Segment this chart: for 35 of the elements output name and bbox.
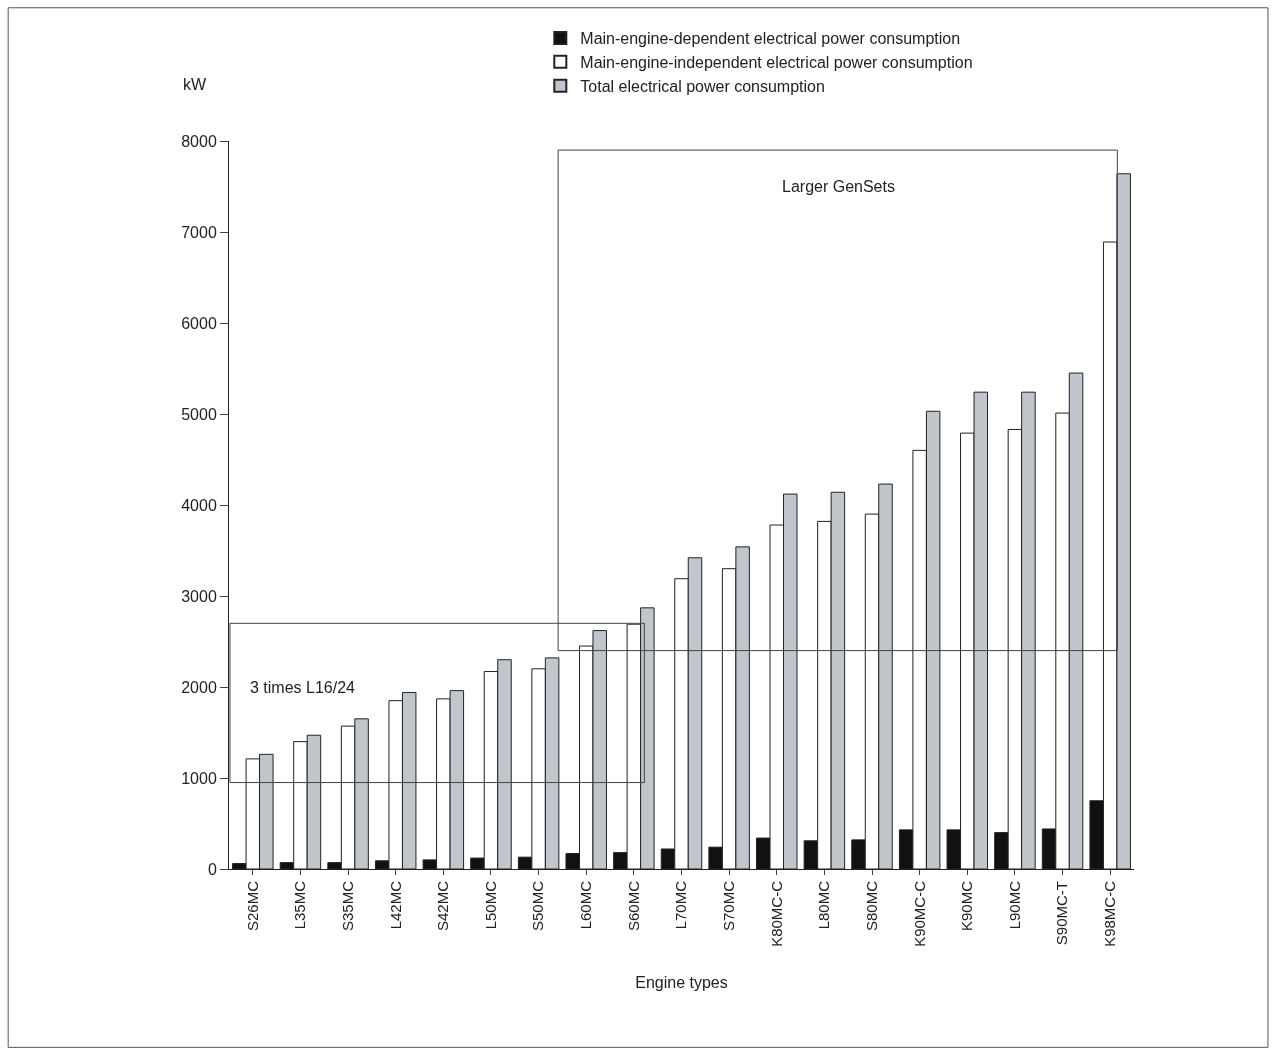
- x-tick-label: L35MC: [291, 880, 309, 930]
- x-tick-label: L70MC: [672, 880, 690, 930]
- y-tick-label: 8000: [181, 132, 217, 150]
- x-tick-label: S90MC-T: [1053, 881, 1071, 946]
- y-tick-label: 5000: [181, 405, 217, 423]
- x-tick-label: L50MC: [481, 880, 499, 930]
- y-tick-label: 4000: [181, 496, 217, 514]
- x-tick-label: S26MC: [243, 880, 261, 932]
- y-tick-label: 1000: [181, 769, 217, 787]
- x-tick-label: S35MC: [338, 880, 356, 932]
- x-tick-label: K90MC-C: [910, 880, 928, 947]
- legend-label: Total electrical power consumption: [580, 77, 825, 95]
- x-tick-label: K98MC-C: [1101, 880, 1119, 947]
- x-tick-label: S50MC: [529, 880, 547, 932]
- y-tick-label: 7000: [181, 223, 217, 241]
- x-tick-label: L90MC: [1005, 880, 1023, 930]
- x-tick-label: L42MC: [386, 880, 404, 930]
- annotation: Larger GenSets: [782, 178, 895, 195]
- x-tick-label: K80MC-C: [767, 880, 785, 947]
- y-tick-label: 3000: [181, 587, 217, 605]
- x-tick-label: K90MC: [958, 880, 976, 932]
- x-axis-title: Engine types: [635, 973, 728, 991]
- y-tick-label: 0: [207, 860, 217, 878]
- x-tick-label: S80MC: [862, 880, 880, 932]
- legend-label: Main-engine-dependent electrical power consumption: [580, 30, 961, 48]
- y-axis-title: kW: [183, 76, 207, 93]
- x-tick-label: L60MC: [577, 880, 595, 930]
- x-tick-label: S70MC: [720, 880, 738, 932]
- x-tick-label: S60MC: [624, 880, 642, 932]
- y-tick-label: 6000: [181, 314, 217, 332]
- x-tick-label: S42MC: [434, 880, 452, 932]
- y-tick-label: 2000: [181, 678, 217, 696]
- legend-label: Main-engine-independent electrical power consumption: [580, 54, 973, 72]
- annotation: 3 times L16/24: [250, 679, 356, 696]
- x-tick-label: L80MC: [815, 880, 833, 930]
